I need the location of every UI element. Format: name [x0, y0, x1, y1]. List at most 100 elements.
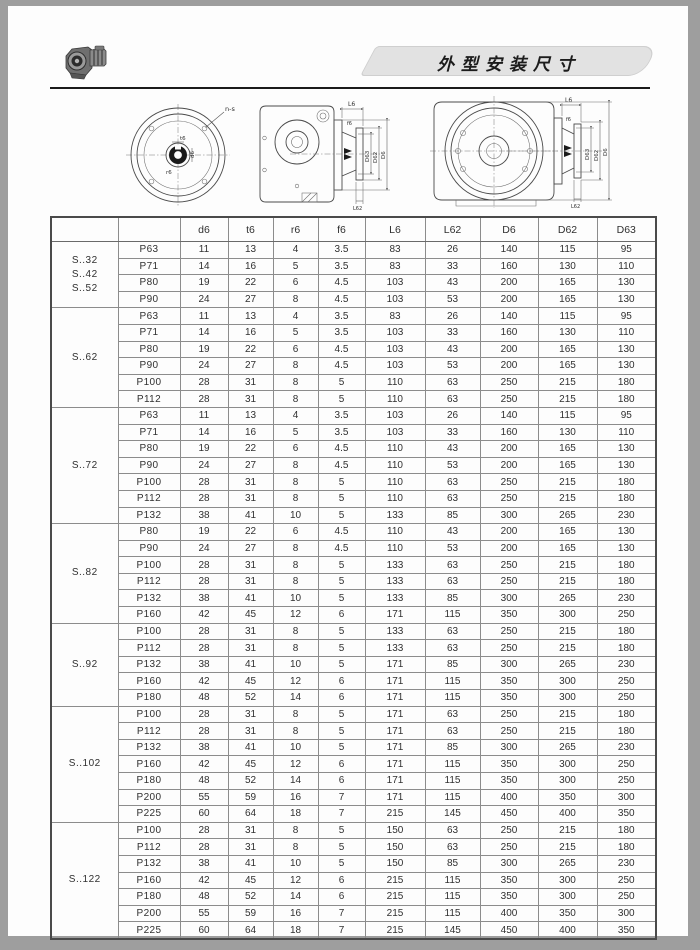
dimension-value: 250	[596, 672, 657, 691]
dimension-value: 300	[479, 655, 539, 674]
dimension-value: 27	[227, 290, 274, 309]
table-row: P112 28 31 8 5 171 63 250 215 180	[51, 722, 657, 740]
dimension-value: 200	[479, 456, 539, 475]
model-label: P200	[117, 904, 181, 923]
dimension-value: 16	[227, 323, 274, 342]
drawing-front-view: L6 f6 D63 D62 D6 L62	[430, 96, 612, 210]
dim-label-D63-front: D63	[585, 148, 591, 160]
dimension-value: 180	[596, 821, 657, 840]
dimension-value: 300	[537, 755, 598, 773]
dimension-value: 12	[272, 672, 319, 691]
dimension-value: 38	[179, 655, 229, 674]
dimension-value: 5	[317, 838, 366, 856]
dimension-value: 10	[272, 738, 319, 757]
dimension-value: 150	[364, 821, 426, 840]
dimension-value: 171	[364, 655, 426, 674]
dimension-value: 250	[479, 572, 539, 591]
table-row: P132 38 41 10 5 150 85 300 265 230	[51, 854, 657, 873]
dimension-value: 63	[424, 373, 481, 392]
dimension-value: 27	[227, 357, 274, 375]
dimension-value: 12	[272, 871, 319, 890]
model-label: P80	[117, 523, 181, 541]
dimension-value: 103	[364, 340, 426, 359]
dimension-value: 28	[179, 473, 229, 491]
dimension-value: 215	[537, 639, 598, 657]
model-label: P63	[117, 241, 181, 259]
dimension-value: 5	[317, 622, 366, 641]
dimension-value: 3.5	[317, 257, 366, 276]
dim-label-r6: r6	[166, 170, 172, 176]
dimension-value: 31	[227, 473, 274, 491]
drawing-flange-view: n-s t6 d6 r6	[126, 104, 235, 206]
table-row: P100 28 31 8 5 110 63 250 215 180	[51, 473, 657, 491]
table-row: P180 48 52 14 6 171 115 350 300 250	[51, 772, 657, 790]
series-group-label: S..102	[50, 705, 119, 823]
dimension-value: 165	[537, 440, 598, 458]
model-label: P112	[117, 572, 181, 591]
dimension-value: 350	[479, 888, 539, 906]
dimension-value: 48	[179, 772, 229, 790]
dimension-value: 10	[272, 854, 319, 873]
dimension-value: 103	[364, 274, 426, 292]
dimension-value: 115	[424, 606, 481, 624]
dimension-value: 171	[364, 772, 426, 790]
dimension-value: 171	[364, 755, 426, 773]
dimension-value: 27	[227, 539, 274, 558]
dimension-value: 59	[227, 904, 274, 923]
dimension-value: 5	[317, 373, 366, 392]
model-label: P100	[117, 473, 181, 491]
table-row: P80 19 22 6 4.5 103 43 200 165 130	[51, 340, 657, 359]
dimension-value: 171	[364, 788, 426, 807]
dimension-value: 31	[227, 572, 274, 591]
dimension-value: 250	[596, 772, 657, 790]
dimension-value: 215	[537, 705, 598, 724]
dimension-value: 53	[424, 290, 481, 309]
dimension-value: 250	[479, 838, 539, 856]
dimension-value: 165	[537, 290, 598, 309]
dimension-value: 33	[424, 257, 481, 276]
dimension-value: 8	[272, 456, 319, 475]
dimension-value: 250	[479, 622, 539, 641]
dimension-value: 115	[424, 904, 481, 923]
dimension-value: 130	[596, 274, 657, 292]
dimension-value: 6	[272, 523, 319, 541]
dimension-value: 10	[272, 655, 319, 674]
dimension-value: 8	[272, 357, 319, 375]
dimension-value: 31	[227, 390, 274, 408]
dimension-value: 45	[227, 606, 274, 624]
dimension-value: 171	[364, 606, 426, 624]
dimension-value: 5	[272, 257, 319, 276]
dimension-value: 215	[364, 921, 426, 940]
dimension-value: 24	[179, 539, 229, 558]
dimension-value: 130	[596, 357, 657, 375]
table-row: P71 14 16 5 3.5 103 33 160 130 110	[51, 423, 657, 442]
dimension-value: 8	[272, 390, 319, 408]
dimension-value: 8	[272, 821, 319, 840]
dimension-value: 140	[479, 406, 539, 425]
dimension-value: 200	[479, 523, 539, 541]
dimension-value: 180	[596, 705, 657, 724]
table-row: P112 28 31 8 5 110 63 250 215 180	[51, 390, 657, 408]
dimension-value: 13	[227, 307, 274, 325]
dimension-value: 63	[424, 722, 481, 740]
column-header-D62: D62	[537, 216, 598, 242]
dimension-value: 350	[479, 689, 539, 707]
dimension-value: 215	[537, 373, 598, 392]
table-row: P100 28 31 8 5 110 63 250 215 180	[51, 373, 657, 392]
dimension-value: 300	[537, 606, 598, 624]
model-label: P90	[117, 290, 181, 309]
dimension-value: 250	[479, 373, 539, 392]
dimension-value: 130	[537, 257, 598, 276]
dimension-value: 95	[596, 241, 657, 259]
dimension-value: 180	[596, 838, 657, 856]
dimension-value: 55	[179, 904, 229, 923]
table-row: P100 28 31 8 5 133 63 250 215 180	[51, 556, 657, 574]
dimension-value: 180	[596, 722, 657, 740]
table-row: P132 38 41 10 5 171 85 300 265 230	[51, 655, 657, 674]
dimension-value: 48	[179, 888, 229, 906]
column-header-blank-0	[50, 216, 119, 242]
dimension-value: 64	[227, 921, 274, 940]
dimension-value: 110	[596, 323, 657, 342]
dimension-value: 180	[596, 473, 657, 491]
